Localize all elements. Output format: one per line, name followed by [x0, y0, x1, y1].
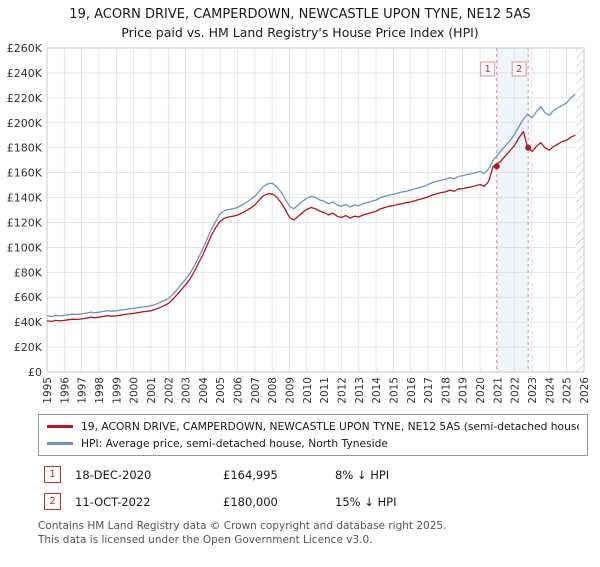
- sale-period-band: [496, 48, 529, 372]
- sale-flag-box-1: [480, 61, 496, 77]
- x-tick-label: 2007: [250, 377, 262, 404]
- x-tick-label: 2012: [337, 377, 349, 404]
- x-tick-label: 2018: [440, 377, 452, 404]
- sale-flag-box-2: [511, 61, 527, 77]
- x-tick-label: 2024: [544, 377, 556, 404]
- x-tick-label: 2010: [302, 377, 314, 404]
- hpi-line-swatch: [47, 442, 73, 445]
- y-tick-label: £240K: [7, 67, 43, 80]
- price-history-chart: £0 £20K £40K £60K £80K £100K £120K £140K £160K £1…: [7, 42, 591, 404]
- x-tick-label: 1997: [77, 377, 89, 404]
- sale-delta-2: 15% ↓ HPI: [335, 494, 397, 509]
- hpi-chart-page: 19, ACORN DRIVE, CAMPERDOWN, NEWCASTLE U…: [0, 7, 600, 547]
- legend-label-property: 19, ACORN DRIVE, CAMPERDOWN, NEWCASTLE U…: [81, 420, 579, 433]
- x-tick-label: 2004: [198, 377, 210, 404]
- chart-legend: 19, ACORN DRIVE, CAMPERDOWN, NEWCASTLE U…: [38, 414, 588, 456]
- x-tick-label: 2019: [458, 377, 470, 404]
- x-tick-label: 2014: [371, 377, 383, 404]
- y-tick-label: £220K: [7, 92, 43, 105]
- y-tick-label: £200K: [7, 117, 43, 130]
- sale-price-1: £164,995: [223, 467, 278, 482]
- sale-point-1: [493, 163, 500, 170]
- x-tick-label: 2020: [475, 377, 487, 404]
- x-tick-label: 2015: [389, 377, 401, 404]
- x-tick-label: 2005: [215, 377, 227, 404]
- y-tick-label: £60K: [14, 291, 43, 304]
- x-tick-label: 1998: [94, 377, 106, 404]
- y-tick-label: £40K: [14, 316, 43, 329]
- future-hatch-region: [576, 48, 584, 372]
- x-tick-label: 2011: [319, 377, 331, 404]
- property-line: [46, 130, 576, 323]
- sale-flag-1: 1: [44, 466, 61, 483]
- sale-price-2: £180,000: [223, 494, 278, 509]
- x-tick-label: 2009: [285, 377, 297, 404]
- x-tick-label: 2002: [163, 377, 175, 404]
- chart-title: 19, ACORN DRIVE, CAMPERDOWN, NEWCASTLE U…: [69, 7, 531, 22]
- sale-flag-2: 2: [44, 493, 61, 510]
- x-tick-label: 2022: [510, 377, 522, 404]
- x-tick-label: 2016: [406, 377, 418, 404]
- x-tick-label: 2021: [492, 377, 504, 404]
- x-tick-label: 2001: [146, 377, 158, 404]
- x-tick-label: 2017: [423, 377, 435, 404]
- y-tick-label: £120K: [7, 217, 43, 230]
- sale-flag-number-1: 1: [485, 64, 491, 75]
- y-tick-label: £140K: [7, 192, 43, 205]
- sale-date-2: 11-OCT-2022: [75, 494, 151, 509]
- x-tick-label: 2013: [354, 377, 366, 404]
- x-tick-label: 2008: [267, 377, 279, 404]
- sale-flag-number-2: 2: [516, 64, 522, 75]
- x-tick-label: 2003: [181, 377, 193, 404]
- x-tick-label: 2026: [579, 377, 591, 404]
- sale-date-1: 18-DEC-2020: [75, 467, 152, 482]
- chart-subtitle: Price paid vs. HM Land Registry's House …: [121, 25, 479, 40]
- y-tick-label: £260K: [7, 42, 43, 55]
- sale-delta-1: 8% ↓ HPI: [335, 467, 390, 482]
- x-tick-label: 2000: [129, 377, 141, 404]
- hpi-line: [46, 93, 576, 318]
- x-tick-label: 1996: [59, 377, 71, 404]
- sale-annotations: 1 18-DEC-2020 £164,995 8% ↓ HPI 2 11-OCT…: [44, 466, 600, 510]
- x-tick-label: 1999: [111, 377, 123, 404]
- sale-row-1: 1 18-DEC-2020 £164,995 8% ↓ HPI: [44, 466, 600, 483]
- y-tick-label: £0: [28, 366, 42, 379]
- footer-line-2: This data is licensed under the Open Gov…: [38, 533, 373, 546]
- footer: Contains HM Land Registry data © Crown c…: [38, 520, 600, 547]
- y-tick-label: £160K: [7, 167, 43, 180]
- x-tick-label: 2006: [233, 377, 245, 404]
- y-tick-label: £80K: [14, 266, 43, 279]
- x-tick-label: 1995: [42, 377, 54, 404]
- sale-point-2: [525, 144, 532, 151]
- x-tick-label: 2025: [562, 377, 574, 404]
- legend-item-hpi: HPI: Average price, semi-detached house,…: [47, 437, 579, 450]
- sale-row-2: 2 11-OCT-2022 £180,000 15% ↓ HPI: [44, 493, 600, 510]
- y-tick-label: £180K: [7, 142, 43, 155]
- property-line-swatch: [47, 425, 73, 428]
- footer-line-1: Contains HM Land Registry data © Crown c…: [38, 520, 447, 532]
- x-tick-label: 2023: [527, 377, 539, 404]
- legend-label-hpi: HPI: Average price, semi-detached house,…: [81, 437, 388, 450]
- y-tick-label: £100K: [7, 241, 43, 254]
- legend-item-property: 19, ACORN DRIVE, CAMPERDOWN, NEWCASTLE U…: [47, 420, 579, 433]
- y-tick-label: £20K: [14, 341, 43, 354]
